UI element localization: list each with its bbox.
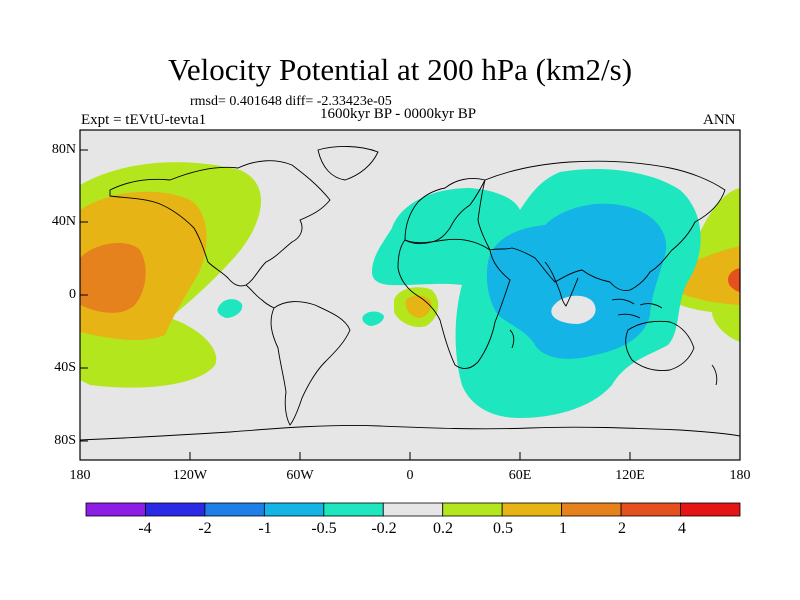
y-tick-label: 0 xyxy=(69,287,76,302)
y-tick-label: 40S xyxy=(54,360,76,375)
colorbar-label: -4 xyxy=(138,520,152,537)
coast-greenland xyxy=(317,146,379,181)
x-tick-label: 180 xyxy=(69,468,91,483)
field-negative-spot-east-pacific xyxy=(217,299,243,318)
x-tick-label: 60E xyxy=(508,468,532,483)
x-tick-label: 60W xyxy=(286,468,314,483)
y-tick-label: 80S xyxy=(54,433,76,448)
colorbar-label: 4 xyxy=(678,520,686,537)
period-label: 1600kyr BP - 0000kyr BP xyxy=(320,106,477,122)
field-positive-high-pacific xyxy=(80,243,146,313)
colorbar-label: 1 xyxy=(559,520,567,537)
coast-india xyxy=(544,261,579,307)
coast-central-america xyxy=(245,284,275,309)
colorbar-label: -0.2 xyxy=(371,520,397,537)
colorbar-label: -0.5 xyxy=(311,520,337,537)
colorbar-label: -2 xyxy=(198,520,212,537)
colorbar-box xyxy=(561,502,622,517)
field-negative-spot-atlantic xyxy=(362,311,384,326)
x-tick-label: 120E xyxy=(615,468,645,483)
axis-ticks xyxy=(79,149,741,460)
coast-north-america xyxy=(109,160,331,287)
coast-south-america xyxy=(270,301,351,426)
colorbar-box xyxy=(382,502,444,517)
x-tick-label: 180 xyxy=(729,468,751,483)
coastlines xyxy=(80,146,740,441)
colorbar-box xyxy=(323,502,384,517)
y-tick-label: 40N xyxy=(51,214,76,229)
colorbar-box xyxy=(263,502,325,517)
map-subtitle: rmsd= 0.401648 diff= -2.33423e-05 xyxy=(190,94,392,109)
y-tick-label: 80N xyxy=(51,142,76,157)
colorbar-box xyxy=(680,502,741,517)
coast-asia xyxy=(477,160,726,291)
coast-madagascar xyxy=(509,329,515,349)
coast-maritime-continent xyxy=(611,298,663,319)
colorbar-box xyxy=(85,502,146,517)
colorbar-box xyxy=(620,502,681,517)
colorbar xyxy=(85,502,741,517)
field-neutral-hole-indian xyxy=(551,295,596,324)
colorbar-label: 0.2 xyxy=(433,520,453,537)
colorbar-label: 2 xyxy=(618,520,626,537)
colorbar-box xyxy=(204,502,265,517)
colorbar-box xyxy=(442,502,503,517)
x-tick-label: 0 xyxy=(406,468,414,483)
colorbar-label: 0.5 xyxy=(493,520,513,537)
coast-australia xyxy=(625,320,695,371)
coast-new-zealand xyxy=(711,364,718,386)
colorbar-label: -1 xyxy=(258,520,272,537)
x-tick-label: 120W xyxy=(172,468,208,483)
colorbar-box xyxy=(145,502,206,517)
coast-africa xyxy=(397,238,511,369)
field-positive-mid-east xyxy=(670,246,740,305)
colorbar-box xyxy=(501,502,563,517)
map-title: Velocity Potential at 200 hPa (km2/s) xyxy=(167,52,633,87)
experiment-label: Expt = tEVtU-tevta1 xyxy=(81,112,207,128)
season-label: ANN xyxy=(703,112,736,128)
coast-antarctica xyxy=(80,425,740,441)
field-positive-high-east xyxy=(728,268,740,292)
